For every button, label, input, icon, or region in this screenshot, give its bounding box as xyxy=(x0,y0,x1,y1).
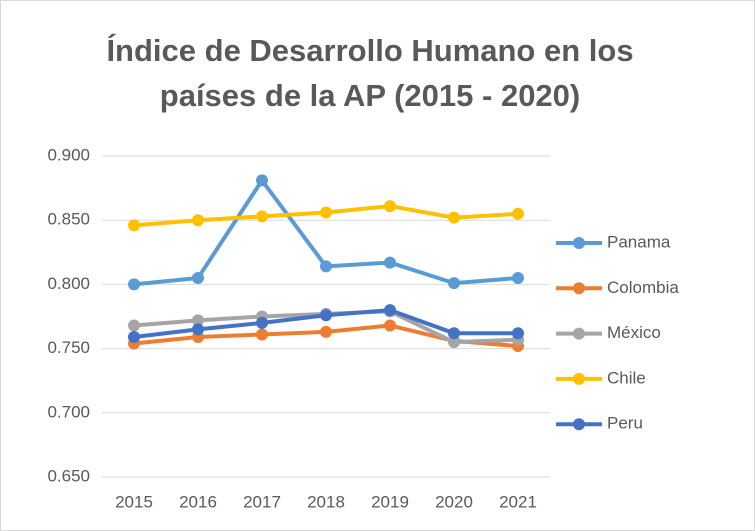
data-point xyxy=(128,219,140,232)
data-point xyxy=(512,207,524,220)
x-tick-label: 2020 xyxy=(435,492,473,511)
x-tick-label: 2015 xyxy=(115,492,153,511)
data-point xyxy=(192,214,204,227)
legend-marker xyxy=(573,372,585,385)
y-tick-label: 0.650 xyxy=(47,466,90,485)
x-tick-label: 2018 xyxy=(307,492,345,511)
x-tick-label: 2021 xyxy=(499,492,537,511)
data-point xyxy=(320,309,332,322)
data-point xyxy=(256,174,268,187)
data-point xyxy=(384,304,396,317)
legend-marker xyxy=(573,282,585,295)
data-point xyxy=(192,314,204,327)
data-point xyxy=(448,336,460,349)
data-point xyxy=(384,200,396,213)
data-point xyxy=(320,206,332,219)
data-point xyxy=(128,319,140,332)
data-point xyxy=(320,325,332,338)
data-point xyxy=(384,319,396,332)
data-point xyxy=(448,277,460,290)
legend-marker xyxy=(573,327,585,340)
y-tick-label: 0.800 xyxy=(47,274,90,293)
data-point xyxy=(256,210,268,223)
legend-label: Colombia xyxy=(607,278,679,297)
data-point xyxy=(448,327,460,340)
data-point xyxy=(256,328,268,341)
legend-marker xyxy=(573,418,585,431)
legend-marker xyxy=(573,237,585,249)
y-tick-label: 0.900 xyxy=(47,145,90,164)
data-point xyxy=(256,316,268,329)
data-point xyxy=(128,278,140,291)
data-point xyxy=(448,211,460,224)
data-point xyxy=(512,327,524,340)
x-tick-label: 2017 xyxy=(243,492,281,511)
y-tick-label: 0.850 xyxy=(47,210,90,229)
chart-title: Índice de Desarrollo Humano en los paíse… xyxy=(106,33,634,113)
x-tick-label: 2016 xyxy=(179,492,217,511)
legend-label: Chile xyxy=(607,368,646,387)
y-tick-label: 0.700 xyxy=(47,402,90,421)
x-tick-label: 2019 xyxy=(371,492,409,511)
legend-label: Panama xyxy=(607,232,671,251)
legend-label: Peru xyxy=(607,414,643,433)
y-tick-label: 0.750 xyxy=(47,338,90,357)
data-point xyxy=(512,271,524,284)
data-point xyxy=(192,271,204,284)
data-point xyxy=(128,331,140,344)
legend-label: México xyxy=(607,323,661,342)
data-point xyxy=(320,260,332,273)
data-point xyxy=(192,323,204,336)
data-point xyxy=(384,256,396,269)
